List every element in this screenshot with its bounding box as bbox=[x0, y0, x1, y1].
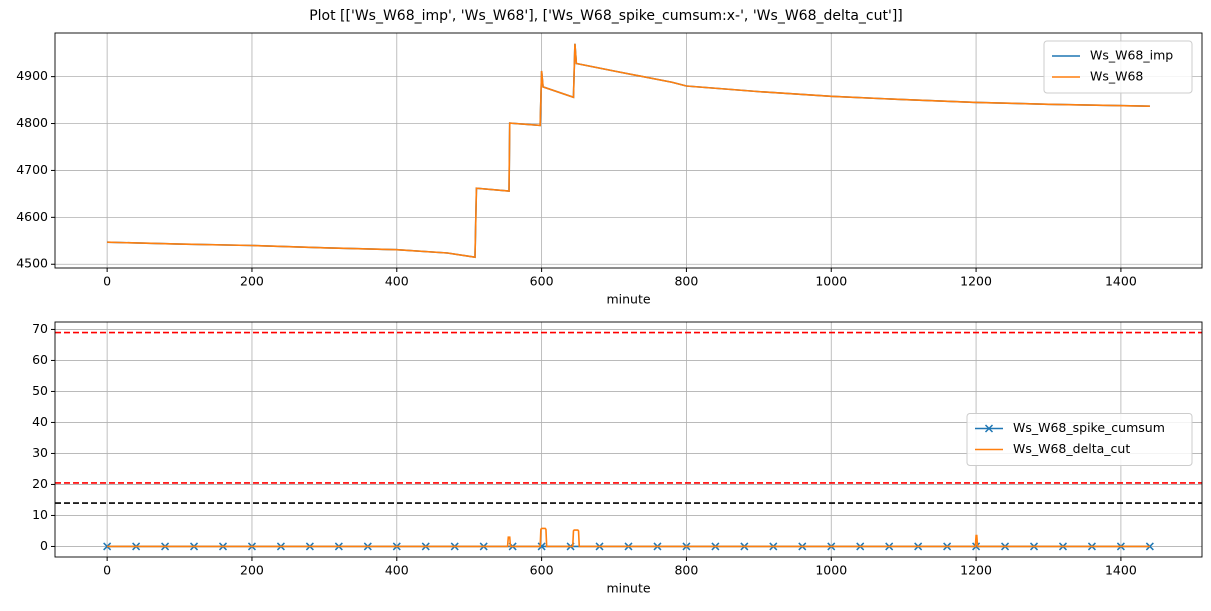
series-line bbox=[107, 43, 1150, 259]
x-tick-label: 1000 bbox=[815, 274, 847, 289]
legend-box bbox=[966, 413, 1193, 466]
y-tick-label: 50 bbox=[32, 383, 48, 398]
x-tick-label: 400 bbox=[385, 563, 409, 578]
y-tick-label: 4800 bbox=[16, 115, 48, 130]
legend-label: Ws_W68_spike_cumsum bbox=[1013, 420, 1165, 435]
x-axis-label: minute bbox=[606, 581, 650, 596]
x-axis-label: minute bbox=[606, 292, 650, 307]
legend-label: Ws_W68_delta_cut bbox=[1013, 441, 1130, 456]
legend-box bbox=[1043, 40, 1193, 94]
figure-title: Plot [['Ws_W68_imp', 'Ws_W68'], ['Ws_W68… bbox=[309, 8, 903, 24]
x-tick-label: 1200 bbox=[960, 563, 992, 578]
x-tick-label: 200 bbox=[240, 274, 264, 289]
y-tick-label: 70 bbox=[32, 321, 48, 336]
x-tick-label: 0 bbox=[103, 563, 111, 578]
legend-marker bbox=[984, 424, 994, 433]
x-tick-label: 1000 bbox=[815, 563, 847, 578]
x-tick-label: 600 bbox=[530, 563, 554, 578]
legend-label: Ws_W68 bbox=[1090, 69, 1143, 84]
y-tick-label: 4500 bbox=[16, 256, 48, 271]
y-tick-label: 20 bbox=[32, 476, 48, 491]
x-tick-label: 1400 bbox=[1105, 274, 1137, 289]
plot-area bbox=[103, 527, 1154, 551]
marker bbox=[537, 542, 546, 551]
plot-area bbox=[107, 43, 1150, 259]
axes-frame bbox=[54, 32, 1203, 269]
marker bbox=[103, 542, 112, 551]
y-tick-label: 60 bbox=[32, 352, 48, 367]
x-tick-label: 400 bbox=[385, 274, 409, 289]
y-tick-label: 40 bbox=[32, 414, 48, 429]
y-tick-label: 4700 bbox=[16, 162, 48, 177]
series-line bbox=[107, 43, 1150, 259]
y-tick-label: 4900 bbox=[16, 68, 48, 83]
series-line bbox=[107, 527, 1150, 548]
x-tick-label: 1200 bbox=[960, 274, 992, 289]
y-tick-label: 30 bbox=[32, 445, 48, 460]
legend: Ws_W68_imp Ws_W68 bbox=[1043, 40, 1193, 94]
legend: Ws_W68_spike_cumsum Ws_W68_delta_cut bbox=[966, 413, 1193, 466]
x-tick-label: 800 bbox=[674, 274, 698, 289]
x-tick-label: 1400 bbox=[1105, 563, 1137, 578]
x-tick-label: 600 bbox=[530, 274, 554, 289]
legend-label: Ws_W68_imp bbox=[1090, 48, 1173, 63]
x-tick-label: 200 bbox=[240, 563, 264, 578]
x-tick-label: 800 bbox=[674, 563, 698, 578]
y-tick-label: 10 bbox=[32, 507, 48, 522]
x-tick-label: 0 bbox=[103, 274, 111, 289]
y-tick-label: 0 bbox=[40, 538, 48, 553]
axes-frame bbox=[54, 321, 1203, 558]
y-tick-label: 4600 bbox=[16, 209, 48, 224]
